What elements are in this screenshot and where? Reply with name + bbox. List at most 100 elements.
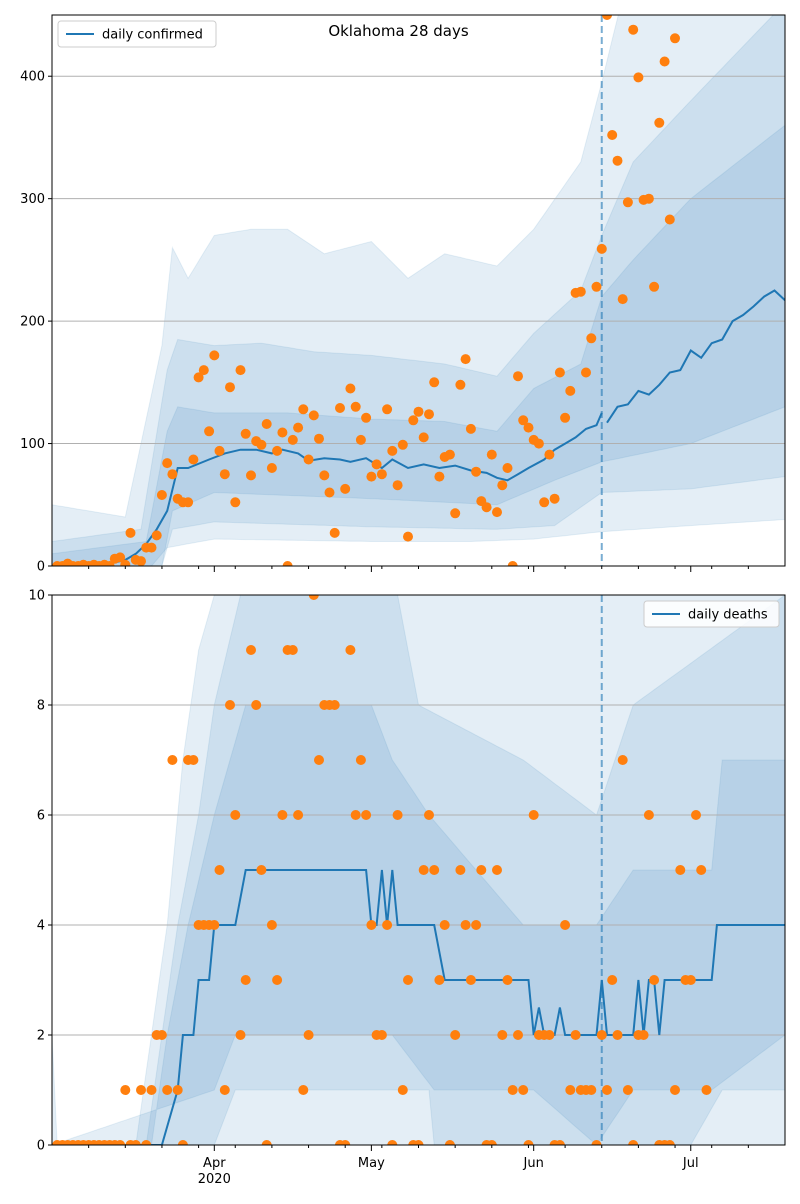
panel-1-ytick-label: 4: [37, 919, 45, 934]
panel-0-data-point: [319, 470, 330, 481]
panel-1-data-point: [701, 1085, 712, 1095]
panel-1-ytick-label: 0: [37, 1139, 45, 1154]
panel-1-data-point: [376, 1030, 387, 1040]
panel-1-data-point: [670, 1085, 680, 1095]
panel-0-data-point: [183, 497, 194, 508]
panel-1-data-point: [622, 1085, 633, 1095]
panel-1-plot-area: [52, 595, 785, 1145]
panel-1-data-point: [392, 810, 403, 820]
panel-1-data-point: [345, 645, 356, 655]
panel-1-data-point: [492, 865, 502, 875]
panel-0-data-point: [507, 561, 518, 566]
panel-1-data-point: [565, 1085, 576, 1095]
panel-0-data-point: [282, 561, 293, 566]
panel-0-data-point: [115, 552, 126, 563]
panel-0-data-point: [455, 379, 466, 390]
panel-0-data-point: [120, 559, 131, 566]
panel-0-data-point: [345, 383, 356, 394]
panel-0-data-point: [204, 426, 215, 437]
panel-1-data-point: [465, 975, 476, 985]
panel-0-data-point: [612, 155, 623, 166]
panel-0-data-point: [261, 419, 272, 429]
panel-1-data-point: [240, 975, 251, 985]
panel-0-data-point: [492, 507, 502, 518]
panel-1-data-point: [214, 865, 225, 875]
panel-1-data-point: [350, 810, 361, 820]
panel-0-data-point: [230, 497, 241, 508]
panel-1-data-point: [638, 1030, 649, 1040]
panel-1-data-point: [235, 1030, 246, 1040]
panel-1-data-point: [649, 975, 660, 985]
panel-0-data-point: [575, 286, 586, 297]
panel-0-data-point: [465, 423, 476, 434]
panel-0-data-point: [518, 415, 529, 426]
panel-1-data-point: [664, 1140, 675, 1145]
panel-1-data-point: [156, 1030, 167, 1040]
panel-1-data-point: [507, 1085, 518, 1095]
panel-0-data-point: [581, 367, 591, 378]
panel-1-data-point: [554, 1140, 565, 1145]
panel-0-data-point: [497, 480, 508, 491]
panel-0-data-point: [403, 531, 413, 542]
panel-0-data-point: [643, 193, 654, 204]
panel-0-data-point: [565, 385, 576, 396]
panel-1-ytick-label: 6: [37, 809, 45, 824]
panel-0-data-point: [596, 243, 607, 254]
panel-0-data-point: [355, 434, 366, 445]
panel-1-data-point: [502, 975, 513, 985]
panel-0-data-point: [549, 493, 560, 504]
panel-1-data-point: [444, 1140, 455, 1145]
panel-1-data-point: [146, 1085, 157, 1095]
panel-1-data-point: [675, 865, 686, 875]
panel-0-data-point: [272, 445, 283, 456]
panel-1-data-point: [251, 700, 262, 710]
panel-0-data-point: [308, 410, 319, 421]
panel-1-data-point: [340, 1140, 351, 1145]
panel-0-data-point: [240, 428, 251, 439]
panel-1-data-point: [523, 1140, 534, 1145]
panel-1-data-point: [209, 920, 220, 930]
panel-1-data-point: [476, 865, 487, 875]
panel-1-data-point: [361, 810, 372, 820]
panel-1-data-point: [230, 810, 241, 820]
panel-0-data-point: [277, 427, 288, 438]
panel-0-data-point: [198, 365, 209, 376]
panel-0-data-point: [136, 556, 146, 566]
panel-0-data-point: [670, 33, 680, 44]
panel-1-data-point: [455, 865, 466, 875]
panel-1-ytick-label: 8: [37, 699, 45, 714]
panel-0-data-point: [246, 470, 256, 481]
panel-0-data-point: [156, 490, 167, 500]
panel-1-data-point: [329, 700, 340, 710]
panel-1-data-point: [277, 810, 288, 820]
panel-1-data-point: [287, 645, 298, 655]
panel-1-ytick-label: 2: [37, 1029, 45, 1044]
panel-1-xtick-label: Apr: [203, 1156, 226, 1171]
panel-1-data-point: [172, 1085, 183, 1095]
panel-0-data-point: [560, 412, 571, 423]
panel-0-data-point: [622, 197, 633, 208]
panel-1-data-point: [298, 1085, 309, 1095]
panel-0-data-point: [340, 483, 351, 494]
panel-0-data-point: [424, 409, 434, 420]
panel-0-data-point: [460, 354, 471, 365]
panel-0-data-point: [287, 434, 298, 445]
panel-0-series-line-1: [606, 289, 785, 424]
panel-0-data-point: [533, 438, 544, 449]
panel-0-data-point: [513, 371, 523, 382]
panel-0-data-point: [586, 333, 597, 344]
panel-0-data-point: [298, 404, 309, 415]
panel-0-data-point: [371, 459, 382, 470]
panel-0-data-point: [188, 454, 199, 465]
panel-0-data-point: [214, 445, 225, 456]
panel-0-data-point: [387, 445, 398, 456]
panel-1-data-point: [314, 755, 324, 765]
panel-1-data-point: [586, 1085, 597, 1095]
panel-0-data-point: [225, 382, 235, 393]
panel-1-data-point: [261, 1140, 272, 1145]
panel-0-data-point: [481, 502, 492, 513]
panel-0-data-point: [617, 294, 628, 305]
panel-1-data-point: [266, 920, 277, 930]
panel-0-ytick-label: 200: [20, 315, 45, 330]
